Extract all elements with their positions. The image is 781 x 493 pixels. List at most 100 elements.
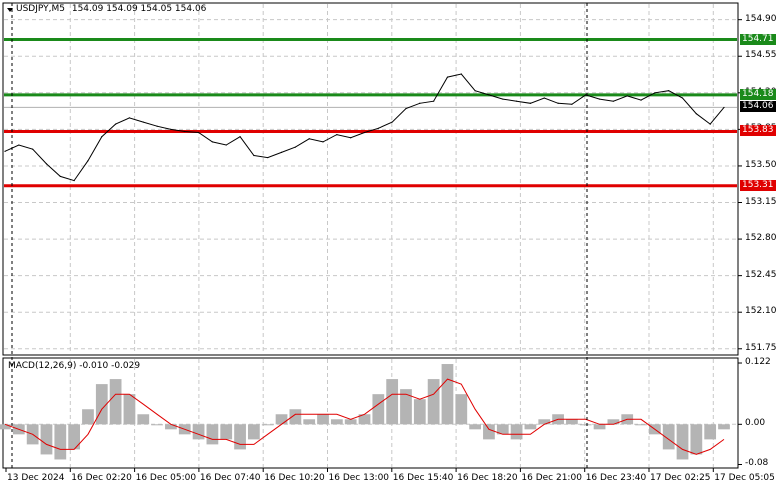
macd-histogram-bar [427,379,440,425]
macd-histogram-bar [289,409,302,425]
price-point [225,144,227,146]
macd-histogram-bar [704,424,717,440]
macd-tick-label: -0.08 [745,458,769,469]
macd-histogram-bar [109,379,122,425]
macd-histogram-bar [662,424,675,450]
price-point [18,144,20,146]
price-point [59,175,61,177]
price-point [267,156,269,159]
macd-histogram-bar [261,424,274,426]
price-point [709,123,711,125]
macd-histogram-bar [635,424,647,426]
macd-histogram-bar [68,424,81,450]
price-tick-label: 151.75 [745,342,777,353]
macd-signal-line [4,378,725,455]
price-point [101,136,103,138]
price-point [585,94,587,96]
price-point [294,146,296,148]
price-point [543,97,545,99]
symbol-label: USDJPY,M5 [16,4,65,14]
macd-histogram-bar [483,424,495,440]
price-point [280,151,283,153]
macd-histogram-bar [54,424,67,460]
macd-histogram-bar [400,389,412,425]
macd-histogram-bar [151,424,163,426]
price-point [336,133,338,136]
macd-histogram-bar [40,424,53,455]
price-tick-label: 152.10 [745,306,777,317]
macd-histogram-bar [317,414,329,425]
macd-histogram-bar [441,364,454,425]
macd-histogram-bar [248,424,260,440]
price-point [612,100,614,102]
price-point [474,90,476,92]
price-point [45,163,48,165]
price-point [723,106,725,109]
price-point [391,121,393,123]
price-point [73,179,75,182]
price-tick-label: 153.15 [745,196,777,207]
macd-histogram-bar [579,424,592,426]
price-point [363,131,366,134]
macd-histogram-bar [206,424,219,445]
macd-histogram-bar [137,414,150,425]
price-tick-label: 152.80 [745,233,777,244]
time-tick-label: 16 Dec 15:40 [392,473,454,483]
macd-histogram-bar [192,424,205,440]
time-tick-label: 16 Dec 21:00 [521,473,582,483]
price-point [681,97,684,99]
price-point [557,102,559,104]
price-point [488,94,490,96]
price-point [170,128,172,130]
macd-histogram-bar [372,394,385,425]
time-tick-label: 17 Dec 05:05 [714,473,775,483]
price-point [654,92,656,94]
price-point [308,138,310,140]
time-tick-label: 16 Dec 10:20 [264,473,325,483]
price-tick-label: 153.50 [745,159,777,170]
price-line [4,73,725,182]
macd-histogram-bar [524,424,537,430]
macd-histogram-bar [330,419,343,425]
macd-histogram-bar [165,424,177,430]
price-point [142,121,144,123]
macd-histogram-bar [496,424,509,435]
symbol-header: USDJPY,M5 154.09 154.09 154.05 154.06 [16,4,206,14]
price-point [350,137,352,139]
macd-histogram-bar [344,419,357,425]
level-price-tag: 154.71 [740,33,776,45]
price-point [446,76,449,78]
macd-histogram-bar [455,394,468,425]
dropdown-arrow-icon[interactable] [7,8,13,12]
time-tick-label: 16 Dec 18:20 [457,473,518,483]
price-point [156,125,158,127]
macd-histogram [0,364,730,460]
macd-signal-series [4,378,725,455]
price-point [322,141,324,143]
price-panel-border [2,2,739,356]
macd-histogram-bar [303,419,316,425]
time-tick-label: 17 Dec 02:25 [650,473,711,483]
price-point [87,160,89,162]
price-point [115,123,117,125]
price-point [253,154,255,157]
price-point [4,150,6,152]
level-price-tag: 154.18 [740,88,776,100]
price-point [598,98,601,100]
price-point [668,90,670,92]
macd-header: MACD(12,26,9) -0.010 -0.029 [8,361,141,371]
price-point [695,113,697,115]
time-tick-label: 16 Dec 05:00 [135,473,197,483]
time-tick-label: 16 Dec 13:00 [328,473,390,483]
level-lines [4,38,737,188]
price-point [128,117,131,119]
price-point [460,73,462,75]
macd-histogram-bar [593,424,606,430]
price-point [184,130,186,133]
price-point [405,107,407,110]
macd-histogram-bar [718,424,730,430]
price-point [529,102,532,104]
level-price-tag: 153.83 [740,125,776,137]
